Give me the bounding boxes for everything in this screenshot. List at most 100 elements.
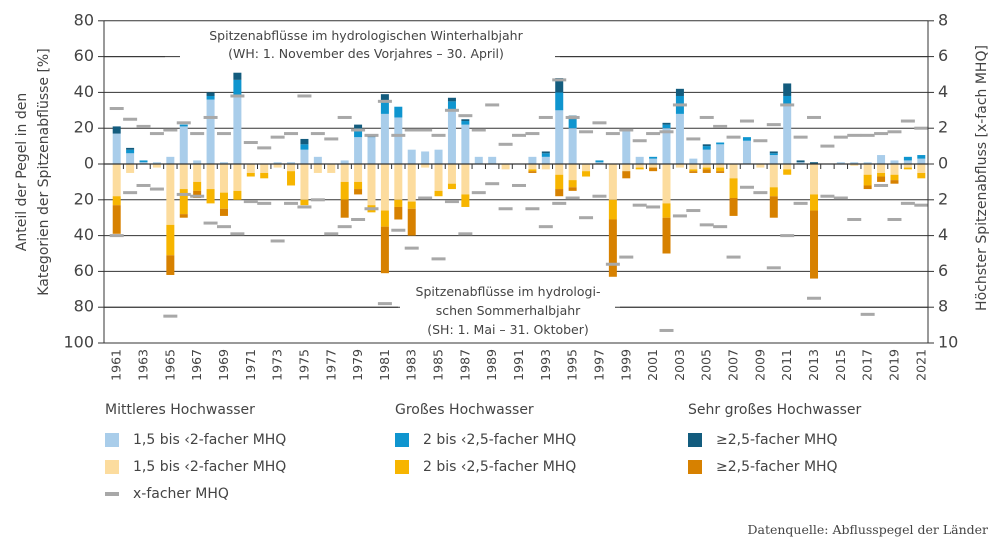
bar-winter-2005 — [702, 149, 711, 164]
left-tick-label: 0 — [84, 154, 94, 173]
winter-annotation: Spitzenabflüsse im hydrologischen Winter… — [209, 28, 523, 43]
year-label: 1967 — [189, 349, 204, 381]
bar-summer-2006 — [716, 167, 725, 172]
marker-winter-1987 — [458, 114, 473, 118]
bar-winter-1992 — [528, 156, 537, 164]
year-label: 1997 — [591, 349, 606, 381]
bar-winter-1979 — [354, 137, 363, 164]
legend-label: 1,5 bis ‹2-facher MHQ — [133, 431, 287, 448]
bar-summer-2001 — [649, 167, 658, 172]
marker-winter-1984 — [418, 128, 433, 132]
left-tick-label: 20 — [74, 118, 94, 137]
marker-summer-1962 — [123, 191, 138, 195]
marker-winter-1976 — [310, 132, 325, 136]
bar-summer-1995 — [568, 187, 577, 191]
legend-label: ≥2,5-facher MHQ — [716, 458, 838, 475]
legend-item: 2 bis ‹2,5-facher MHQ — [395, 426, 576, 453]
legend-label: 1,5 bis ‹2-facher MHQ — [133, 458, 287, 475]
bar-summer-1977 — [327, 164, 336, 173]
bar-summer-2009 — [756, 164, 765, 168]
legend-label: x-facher MHQ — [133, 485, 229, 502]
marker-winter-2000 — [632, 139, 647, 143]
marker-summer-1997 — [592, 194, 607, 198]
bar-winter-1969 — [219, 162, 228, 164]
legend-item: 1,5 bis ‹2-facher MHQ — [105, 453, 286, 480]
summer-annotation: (SH: 1. Mai – 31. Oktober) — [427, 322, 589, 337]
bar-summer-2001 — [649, 164, 658, 168]
marker-summer-1982 — [391, 228, 406, 232]
marker-summer-1972 — [257, 201, 272, 205]
bar-winter-2012 — [796, 162, 805, 164]
bar-winter-1994 — [555, 110, 564, 164]
bar-winter-1997 — [595, 160, 604, 163]
bar-summer-2020 — [903, 164, 912, 168]
right-tick-label: 2 — [938, 189, 948, 208]
winter-annotation: (WH: 1. November des Vorjahres – 30. Apr… — [228, 46, 504, 61]
bar-summer-1973 — [273, 164, 282, 168]
marker-summer-1991 — [512, 183, 526, 187]
right-tick-label: 6 — [938, 261, 948, 280]
marker-winter-2002 — [659, 130, 674, 134]
bar-summer-1965 — [166, 255, 175, 275]
legend-swatch — [688, 459, 702, 474]
bar-summer-1968 — [206, 189, 215, 204]
year-label: 1977 — [323, 349, 338, 381]
bar-winter-2012 — [796, 160, 805, 163]
year-label: 1969 — [216, 349, 231, 381]
bars — [112, 72, 926, 279]
right-tick-label: 6 — [938, 46, 948, 65]
bar-winter-1963 — [139, 162, 148, 164]
marker-summer-2005 — [699, 223, 714, 227]
marker-winter-1989 — [485, 103, 500, 107]
bar-winter-1978 — [340, 160, 349, 164]
marker-summer-1979 — [351, 217, 366, 221]
bar-winter-1975 — [300, 144, 309, 150]
marker-winter-1988 — [471, 128, 486, 132]
bar-summer-1972 — [260, 172, 269, 179]
bar-summer-1999 — [622, 164, 631, 172]
marker-winter-1969 — [216, 132, 231, 136]
bar-winter-2010 — [769, 153, 778, 156]
bar-winter-1965 — [166, 156, 175, 164]
marker-summer-1993 — [538, 225, 553, 229]
marker-summer-1985 — [431, 257, 446, 261]
bar-summer-1975 — [300, 164, 309, 200]
marker-summer-1969 — [216, 225, 231, 229]
marker-summer-2020 — [900, 201, 915, 205]
marker-winter-1965 — [163, 128, 178, 132]
bar-summer-2000 — [635, 164, 644, 168]
year-label: 1991 — [511, 349, 526, 381]
bar-summer-1972 — [260, 164, 269, 173]
bar-summer-2007 — [729, 198, 738, 216]
bar-summer-2004 — [689, 169, 698, 172]
marker-summer-1965 — [163, 314, 178, 318]
bar-winter-1979 — [354, 128, 363, 138]
bar-winter-1968 — [206, 99, 215, 164]
bar-summer-1969 — [219, 192, 228, 209]
bar-winter-2000 — [635, 156, 644, 164]
bar-winter-1994 — [555, 78, 564, 93]
marker-winter-1982 — [391, 133, 406, 137]
bar-summer-1968 — [206, 164, 215, 190]
year-label: 1975 — [296, 349, 311, 381]
marker-summer-1971 — [243, 200, 258, 204]
annotations: Spitzenabflüsse im hydrologischen Winter… — [104, 26, 928, 338]
marker-winter-2005 — [699, 115, 714, 119]
bar-winter-1966 — [179, 124, 188, 127]
marker-winter-1968 — [203, 115, 218, 119]
marker-summer-1996 — [579, 216, 594, 220]
marker-summer-1984 — [418, 196, 433, 200]
year-label: 1987 — [457, 349, 472, 381]
year-label: 1965 — [162, 349, 177, 381]
year-label: 1999 — [618, 349, 633, 381]
bar-summer-2018 — [877, 172, 886, 177]
marker-summer-2007 — [726, 255, 741, 259]
legend-dash-swatch — [105, 491, 119, 496]
bar-winter-1995 — [568, 128, 577, 164]
left-tick-label: 60 — [74, 46, 94, 65]
bar-winter-1983 — [407, 149, 416, 164]
bar-summer-1978 — [340, 164, 349, 182]
legend-swatch — [395, 459, 409, 474]
bar-winter-1975 — [300, 138, 309, 145]
bar-winter-2019 — [890, 160, 899, 164]
